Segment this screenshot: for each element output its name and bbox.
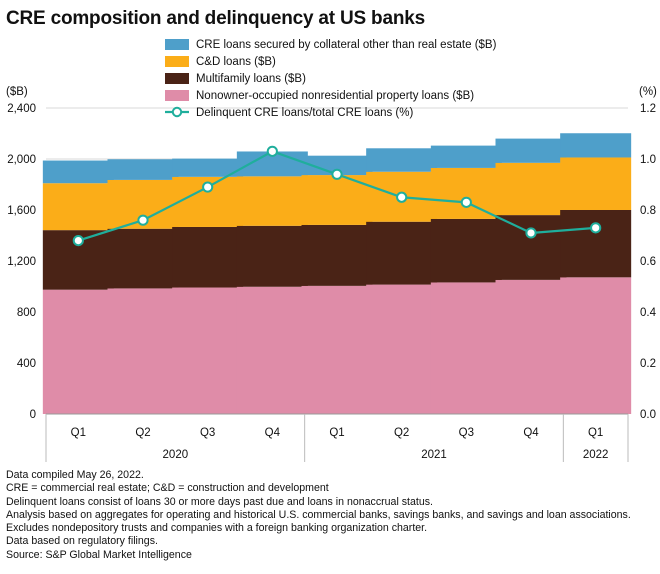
- delinquency-point: [137, 214, 149, 226]
- legend-label: Nonowner-occupied nonresidential propert…: [196, 90, 474, 102]
- bar-segment: [560, 157, 632, 210]
- bar-segment: [172, 158, 244, 177]
- year-label: 2022: [583, 449, 609, 461]
- x-tick-label: Q4: [523, 427, 539, 439]
- right-axis-unit: (%): [639, 86, 657, 98]
- note-source: Source: S&P Global Market Intelligence: [6, 548, 192, 561]
- note-analysis-basis: Analysis based on aggregates for operati…: [6, 508, 631, 535]
- bar-segment: [366, 284, 438, 414]
- left-tick-label: 0: [30, 409, 36, 421]
- bar-segment: [42, 160, 114, 184]
- note-abbreviations: CRE = commercial real estate; C&D = cons…: [6, 482, 329, 495]
- x-tick-label: Q4: [265, 427, 281, 439]
- year-label: 2020: [163, 449, 189, 461]
- delinquency-point: [525, 227, 537, 239]
- bar-segment: [107, 228, 179, 289]
- delinquency-point: [331, 168, 343, 180]
- bar-segment: [430, 218, 502, 283]
- note-regulatory-filings: Data based on regulatory filings.: [6, 535, 158, 548]
- note-delinquency-definition: Delinquent loans consist of loans 30 or …: [6, 495, 433, 508]
- x-tick-label: Q1: [329, 427, 344, 439]
- right-tick-label: 0.6: [640, 256, 656, 268]
- bar-segment: [430, 145, 502, 168]
- legend-swatch: [165, 90, 189, 101]
- x-tick-label: Q1: [71, 427, 86, 439]
- left-tick-label: 1,200: [7, 256, 36, 268]
- legend-swatch: [165, 73, 189, 84]
- chart-notes: Data compiled May 26, 2022. CRE = commer…: [6, 469, 654, 562]
- chart-canvas: 0 400 800 1,200 1,600 2,000 2,400 0.0 0.2 0.4 0.6 0…: [6, 39, 657, 462]
- year-label: 2021: [421, 449, 447, 461]
- bar-segment: [560, 210, 632, 278]
- x-tick-label: Q3: [459, 427, 474, 439]
- bar-segment: [42, 183, 114, 231]
- chart-title: CRE composition and delinquency at US ba…: [6, 8, 425, 29]
- legend-label: Multifamily loans ($B): [196, 73, 306, 85]
- bar-segment: [301, 285, 373, 414]
- x-tick-label: Q2: [135, 427, 150, 439]
- legend-label: CRE loans secured by collateral other th…: [196, 39, 497, 51]
- bar-segment: [495, 138, 567, 163]
- left-tick-label: 400: [17, 358, 36, 370]
- left-tick-label: 2,000: [7, 154, 36, 166]
- left-axis-unit: ($B): [6, 86, 28, 98]
- bar-segment: [236, 286, 308, 414]
- bar-segment: [172, 226, 244, 288]
- right-tick-label: 1.2: [640, 103, 656, 115]
- bar-segment: [366, 221, 438, 285]
- left-tick-label: 800: [17, 307, 36, 319]
- bar-segment: [236, 225, 308, 287]
- bar-segment: [42, 289, 114, 414]
- right-tick-label: 0.0: [640, 409, 656, 421]
- legend-swatch: [165, 56, 189, 67]
- bar-segment: [236, 176, 308, 226]
- right-tick-label: 0.4: [640, 307, 657, 319]
- bar-segment: [172, 287, 244, 414]
- bar-segment: [495, 162, 567, 216]
- delinquency-point: [72, 235, 84, 247]
- bar-segment: [301, 224, 373, 286]
- x-tick-label: Q2: [394, 427, 409, 439]
- bar-segment: [107, 159, 179, 180]
- legend-line-marker: [171, 106, 183, 118]
- bar-segment: [560, 133, 632, 158]
- legend-label: C&D loans ($B): [196, 56, 276, 68]
- right-tick-label: 0.8: [640, 205, 656, 217]
- delinquency-point: [590, 222, 602, 234]
- x-tick-label: Q1: [588, 427, 603, 439]
- bar-segment: [430, 167, 502, 219]
- legend-swatch: [165, 39, 189, 50]
- right-tick-label: 1.0: [640, 154, 656, 166]
- bar-segment: [560, 277, 632, 414]
- legend-label: Delinquent CRE loans/total CRE loans (%): [196, 107, 413, 119]
- delinquency-point: [202, 181, 214, 193]
- x-tick-label: Q3: [200, 427, 215, 439]
- bar-segment: [495, 215, 567, 280]
- left-tick-label: 2,400: [7, 103, 36, 115]
- left-tick-label: 1,600: [7, 205, 36, 217]
- bar-segment: [430, 282, 502, 414]
- bar-segment: [301, 155, 373, 176]
- bar-segment: [107, 288, 179, 414]
- bar-segment: [495, 279, 567, 414]
- delinquency-point: [266, 145, 278, 157]
- note-data-compiled: Data compiled May 26, 2022.: [6, 469, 144, 481]
- bar-segment: [366, 148, 438, 172]
- right-tick-label: 0.2: [640, 358, 656, 370]
- delinquency-point: [460, 196, 472, 208]
- delinquency-point: [396, 191, 408, 203]
